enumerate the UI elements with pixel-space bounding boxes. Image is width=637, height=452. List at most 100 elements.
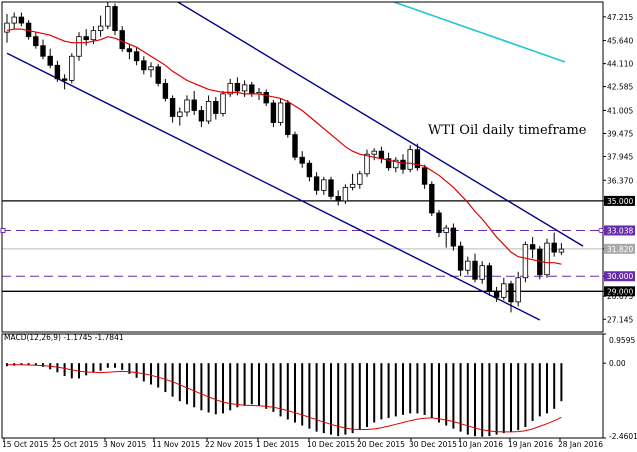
x-tick-label: 1 Dec 2015 xyxy=(256,440,299,449)
candle xyxy=(501,277,507,301)
candle-body xyxy=(493,290,500,298)
candle xyxy=(11,12,17,30)
candle xyxy=(321,176,327,195)
candle-body xyxy=(213,101,219,114)
candle xyxy=(479,261,485,284)
candle-body xyxy=(371,150,377,155)
candle-body xyxy=(306,162,313,178)
candle xyxy=(227,78,233,97)
candle xyxy=(177,107,183,126)
y-tick-label: 28.675 xyxy=(607,292,633,301)
level-marker-left xyxy=(0,227,6,233)
channel-lower-line xyxy=(6,52,541,321)
macd-plot-area xyxy=(6,363,563,437)
candle-body xyxy=(364,153,370,175)
candle-body xyxy=(33,36,39,47)
candle-body xyxy=(508,283,514,303)
macd-label: MACD(12,26,9) -1.1745 -1.7841 xyxy=(4,333,124,342)
candle xyxy=(220,90,226,117)
macd-signal-line xyxy=(7,364,562,433)
candle-body xyxy=(292,134,298,158)
macd-y-tick-label: -2.4601 xyxy=(609,432,637,441)
candle xyxy=(47,48,53,69)
candle xyxy=(313,172,320,195)
macd-panel xyxy=(1,333,604,439)
candle-body xyxy=(429,183,435,214)
candle-body xyxy=(4,22,10,33)
y-tick-label-box xyxy=(604,243,635,254)
candle xyxy=(162,78,169,102)
candle xyxy=(328,176,334,200)
candle-body xyxy=(486,265,493,292)
y-tick-label-box xyxy=(604,195,635,206)
candle xyxy=(357,170,363,189)
y-tick-label: 47.215 xyxy=(607,13,633,22)
candle-body xyxy=(198,110,205,122)
candle xyxy=(69,53,75,84)
candle-body xyxy=(385,158,392,169)
candle xyxy=(450,223,457,251)
candle-body xyxy=(378,150,385,160)
channel-upper-line xyxy=(176,2,584,247)
candle xyxy=(529,237,536,259)
y-tick-label: 42.585 xyxy=(607,83,633,92)
candle-body xyxy=(119,30,125,50)
candle xyxy=(335,190,341,206)
candle xyxy=(270,99,277,128)
candle-body xyxy=(551,242,557,253)
candle xyxy=(436,209,442,238)
candle xyxy=(148,62,154,78)
candle xyxy=(33,32,39,49)
x-tick-label: 19 Jan 2016 xyxy=(508,440,553,449)
x-tick-label: 20 Dec 2015 xyxy=(357,440,405,449)
moving-average-line xyxy=(6,28,562,265)
candle-body xyxy=(234,82,241,92)
candle-body xyxy=(501,283,507,298)
candle xyxy=(299,151,305,168)
candle xyxy=(213,96,219,120)
price-panel xyxy=(1,1,604,333)
y-tick-label: 33.038 xyxy=(607,226,633,235)
cyan-trend-line xyxy=(393,2,566,63)
candle xyxy=(4,14,10,43)
candle xyxy=(393,157,399,173)
candle xyxy=(133,47,140,66)
candle-body xyxy=(277,102,284,123)
candle xyxy=(54,60,61,82)
candle xyxy=(40,39,46,60)
candle-body xyxy=(227,82,233,95)
candle xyxy=(515,271,521,307)
y-tick-label-box xyxy=(604,271,635,282)
macd-panel-border xyxy=(1,333,604,439)
candle-body xyxy=(162,82,169,99)
candle-body xyxy=(11,16,17,24)
candle xyxy=(465,256,471,275)
candle-body xyxy=(472,260,478,280)
candle-body xyxy=(133,51,140,62)
candle-body xyxy=(76,36,82,57)
candle-body xyxy=(342,186,349,202)
candle-body xyxy=(148,66,154,71)
y-tick-label: 44.110 xyxy=(607,60,633,69)
candle-body xyxy=(220,93,226,114)
candle-body xyxy=(169,98,176,117)
candle-body xyxy=(357,173,363,185)
price-plot-area xyxy=(2,2,603,321)
candle xyxy=(486,262,493,296)
x-tick-label: 15 Oct 2015 xyxy=(2,440,49,449)
candle xyxy=(457,241,464,277)
candle-body xyxy=(54,64,61,80)
candle xyxy=(76,32,82,61)
x-tick-label: 11 Nov 2015 xyxy=(152,440,200,449)
candle-body xyxy=(105,6,111,27)
candle-body xyxy=(47,55,53,66)
candle xyxy=(306,160,313,182)
y-tick-label: 36.370 xyxy=(607,176,633,185)
x-tick-label: 25 Oct 2015 xyxy=(52,440,99,449)
y-tick-label: 45.640 xyxy=(607,37,633,46)
y-tick-label: 37.945 xyxy=(607,153,633,162)
candle xyxy=(407,145,413,173)
candle-body xyxy=(335,195,341,202)
candle-body xyxy=(90,30,97,41)
